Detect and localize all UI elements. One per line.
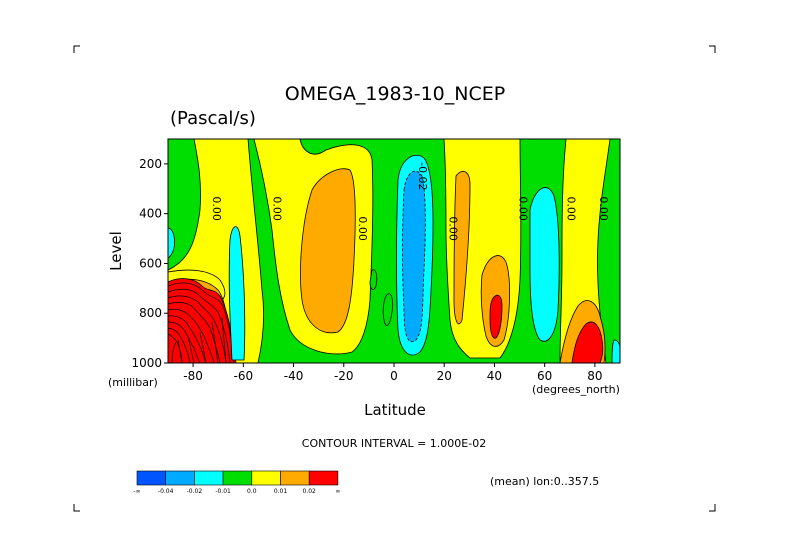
x-tick-label: 40 (487, 369, 502, 383)
colorbar-level-label: -∞ (133, 488, 140, 495)
colorbar-level-label: 0.0 (247, 488, 257, 495)
crop-marks (73, 45, 716, 512)
band-green-island-equator (382, 293, 393, 326)
mean-lon-text: (mean) lon:0..357.5 (490, 475, 599, 488)
colorbar-swatch (194, 470, 224, 486)
colorbar-level-label: ∞ (335, 488, 340, 495)
colorbar-swatch (165, 470, 195, 486)
y-tick-label: 600 (139, 256, 162, 270)
contour-interval-text: CONTOUR INTERVAL = 1.000E-02 (302, 437, 486, 450)
band-orange-north-narrow (453, 170, 471, 325)
x-axis-label: Latitude (364, 401, 426, 419)
contour-label: -0.02 (416, 162, 429, 190)
band-cyan-south (228, 226, 246, 361)
band-blue-equator (402, 170, 426, 342)
contour-label: 0.00 (564, 196, 577, 221)
colorbar-swatch (308, 470, 339, 486)
colorbar-level-label: -0.02 (187, 488, 203, 495)
x-tick-label: 20 (437, 369, 452, 383)
x-tick-label: 0 (390, 369, 398, 383)
y-tick-label: 800 (139, 306, 162, 320)
x-unit-label: (degrees_north) (532, 383, 620, 396)
y-tick-label: 1000 (131, 356, 162, 370)
x-tick-label: -20 (334, 369, 354, 383)
y-axis-ticks: 200 400 600 800 1000 (131, 157, 168, 370)
band-cyan-north-edge (611, 339, 620, 363)
colorbar: -∞ -0.04 -0.02 -0.01 0.0 0.01 0.02 ∞ (133, 470, 340, 495)
x-tick-label: 60 (537, 369, 552, 383)
y-unit-label: (millibar) (108, 376, 158, 389)
colorbar-level-label: -0.04 (158, 488, 174, 495)
contour-labels: 0.00 0.00 0.00 -0.02 0.00 0.00 0.00 0.00 (210, 162, 610, 241)
contour-label: 0.00 (597, 196, 610, 221)
chart-title: OMEGA_1983-10_NCEP (285, 83, 505, 105)
contour-label: 0.00 (517, 196, 530, 221)
x-tick-label: 80 (587, 369, 602, 383)
colorbar-level-label: -0.01 (215, 488, 231, 495)
x-tick-label: -40 (284, 369, 304, 383)
colorbar-swatch (280, 470, 310, 486)
x-tick-label: -60 (234, 369, 254, 383)
band-orange-south (300, 168, 356, 334)
contour-label: 0.00 (446, 216, 459, 241)
contour-label: 0.00 (270, 196, 283, 221)
colorbar-level-label: 0.01 (274, 488, 288, 495)
chart-subtitle: (Pascal/s) (170, 108, 256, 129)
band-red-north-polar (571, 321, 604, 363)
contour-field (168, 139, 620, 363)
band-green-island-small (369, 269, 378, 290)
colorbar-swatch (222, 470, 253, 486)
y-tick-label: 200 (139, 157, 162, 171)
dense-contours-south-polar (168, 282, 235, 363)
contour-label: 0.00 (210, 196, 223, 221)
x-tick-label: -80 (183, 369, 203, 383)
band-red-north-mid (489, 294, 503, 339)
colorbar-swatch (136, 470, 167, 486)
band-yellow-north-polar (559, 139, 611, 363)
y-tick-label: 400 (139, 207, 162, 221)
colorbar-swatch (251, 470, 281, 486)
x-axis-ticks: -80 -60 -40 -20 0 20 40 60 80 (183, 363, 603, 383)
band-cyan-north (529, 187, 560, 342)
y-axis-label: Level (107, 231, 125, 271)
contour-label: 0.00 (356, 216, 369, 241)
colorbar-level-label: 0.02 (303, 488, 317, 495)
